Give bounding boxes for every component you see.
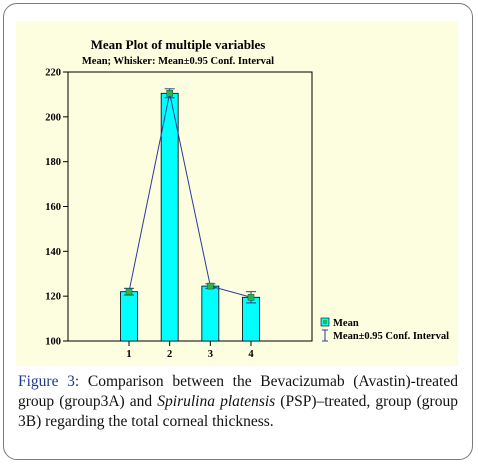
bar	[120, 291, 138, 342]
mean-marker	[166, 89, 173, 97]
y-tick-label: 140	[45, 247, 61, 258]
bar	[160, 92, 179, 342]
caption-italic: Spirulina platensis	[157, 393, 276, 410]
y-tick-label: 180	[45, 157, 61, 168]
y-axis: 100 120 140 160 180 200 220	[45, 68, 68, 348]
bar	[201, 285, 220, 342]
y-tick-label: 100	[45, 337, 61, 348]
caption-text-a: Comparison between the Bevacizumab (Avas…	[18, 373, 458, 410]
y-tick-label: 120	[45, 292, 61, 303]
mean-plot-chart: Mean Plot of multiple variables Mean; Wh…	[45, 37, 449, 360]
y-tick-label: 160	[45, 202, 61, 213]
x-tick-label: 3	[208, 349, 213, 360]
figure-frame: Mean Plot of multiple variables Mean; Wh…	[3, 3, 473, 460]
plot-panel: Mean Plot of multiple variables Mean; Wh…	[16, 21, 458, 366]
x-tick-label: 2	[167, 349, 172, 360]
y-tick-label: 220	[45, 68, 61, 79]
x-tick-label: 4	[248, 349, 254, 360]
legend-mean-label: Mean	[333, 318, 359, 329]
x-axis: 1 2 3 4	[126, 341, 254, 360]
whiskers	[124, 88, 256, 304]
caption-label: Figure 3:	[18, 373, 80, 390]
mean-marker	[207, 282, 214, 290]
mean-marker	[125, 288, 133, 295]
bars	[120, 92, 260, 342]
mean-markers	[125, 89, 255, 301]
legend-mean-marker	[323, 320, 327, 324]
caption-text-b: (PSP)–treated, group (group 3B) regardin…	[18, 393, 458, 430]
bar	[242, 296, 260, 342]
mean-line	[128, 93, 252, 298]
figure-caption: Figure 3: Comparison between the Bevaciz…	[18, 372, 458, 432]
legend: Mean Mean±0.95 Conf. Interval	[320, 317, 449, 342]
legend-ci-label: Mean±0.95 Conf. Interval	[333, 331, 449, 342]
chart-title: Mean Plot of multiple variables	[91, 37, 266, 52]
plot-area-border	[67, 71, 313, 342]
chart-subtitle: Mean; Whisker: Mean±0.95 Conf. Interval	[82, 56, 274, 67]
plot-area: 100 120 140 160 180 200 220 1 2 3 4	[45, 68, 313, 360]
y-tick-label: 200	[45, 112, 61, 123]
mean-series-line	[128, 93, 252, 298]
mean-marker	[247, 293, 255, 301]
x-tick-label: 1	[126, 349, 131, 360]
